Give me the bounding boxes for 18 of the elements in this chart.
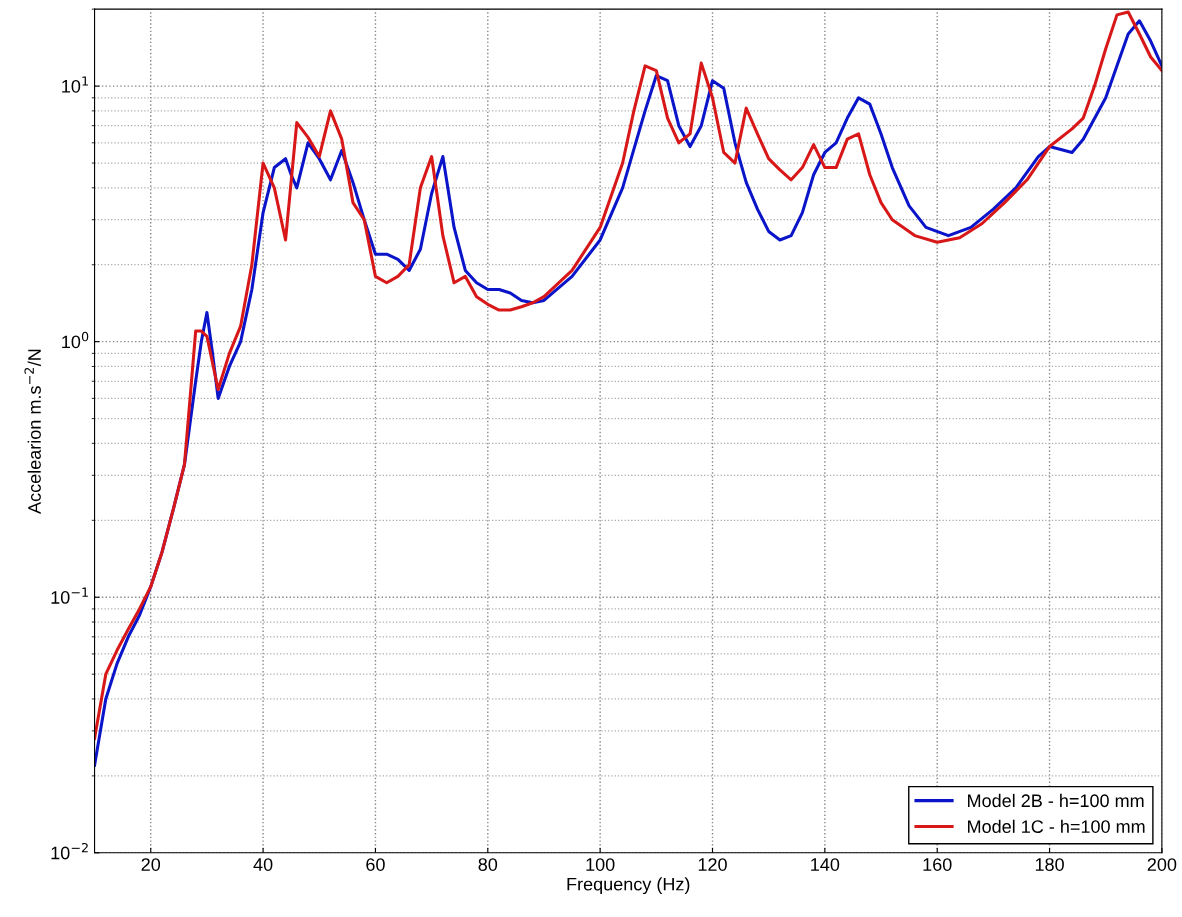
x-tick-label: 200 (1147, 858, 1177, 871)
y-tick-label: 10$^{−2}$ (51, 842, 88, 860)
legend-label: Model 2B - h=100 mm (968, 793, 1144, 808)
y-tick-label: 10$^{−1}$ (51, 587, 88, 604)
y-tick-label: 10$^{0}$ (62, 331, 89, 349)
x-tick-label: 120 (698, 858, 727, 871)
y-tick-label: 10$^{1}$ (62, 76, 88, 93)
x-axis-title: Frequency (Hz) (567, 877, 690, 895)
legend-label: Model 1C - h=100 mm (968, 819, 1145, 833)
x-tick-label: 20 (141, 858, 161, 871)
x-tick-label: 40 (253, 858, 273, 871)
y-axis-title: Accelearion m.s$^{−2}$/N (24, 349, 41, 514)
x-tick-label: 140 (811, 858, 840, 871)
x-tick-label: 160 (923, 858, 952, 871)
x-tick-label: 80 (478, 858, 498, 871)
x-tick-label: 180 (1035, 858, 1064, 871)
x-tick-label: 60 (366, 858, 385, 871)
x-tick-label: 100 (586, 858, 615, 871)
